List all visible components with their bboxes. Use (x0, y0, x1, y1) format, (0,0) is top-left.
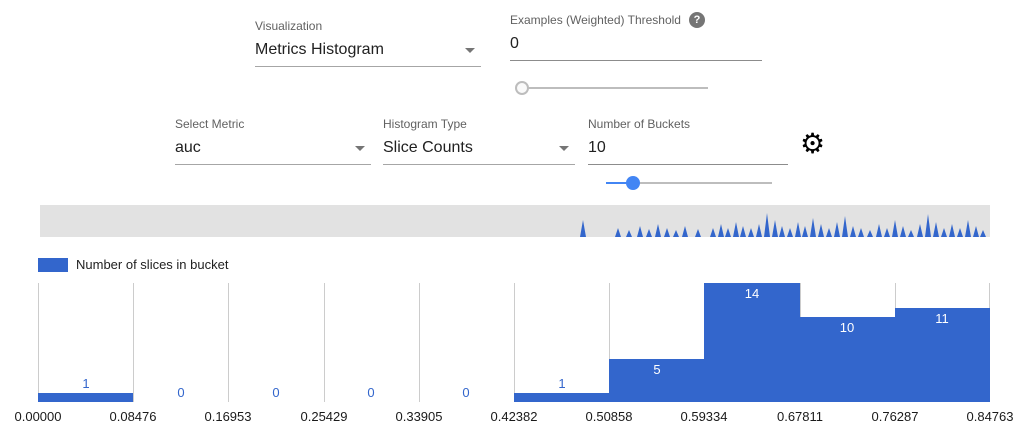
bar-value-label: 14 (744, 286, 760, 301)
buckets-slider[interactable] (606, 175, 772, 191)
gridline (514, 283, 515, 402)
histogram-type-value[interactable]: Slice Counts (383, 139, 473, 156)
legend-swatch (38, 257, 68, 272)
x-tick-label: 0.16953 (204, 409, 252, 424)
chevron-down-icon[interactable] (465, 47, 475, 53)
gridline (324, 283, 325, 402)
gridline (133, 283, 134, 402)
bar-value-label: 0 (367, 385, 375, 400)
num-buckets-field[interactable]: Number of Buckets 10 (588, 116, 788, 165)
bar-value-label: 11 (935, 311, 949, 326)
visualization-value[interactable]: Metrics Histogram (255, 41, 384, 58)
minimap-spikes (580, 213, 986, 237)
bar-segment[interactable] (514, 393, 609, 402)
visualization-dropdown[interactable]: Visualization Metrics Histogram (255, 18, 481, 67)
x-tick-label: 0.50858 (585, 409, 633, 424)
x-tick-label: 0.08476 (109, 409, 157, 424)
gridline (228, 283, 229, 402)
bar-value-label: 0 (177, 385, 185, 400)
x-tick-label: 0.76287 (871, 409, 919, 424)
legend: Number of slices in bucket (38, 257, 228, 272)
histogram-type-label: Histogram Type (383, 117, 467, 131)
bar-value-label: 1 (82, 376, 90, 391)
gridline (419, 283, 420, 402)
bar-segment[interactable] (895, 308, 990, 402)
chevron-down-icon[interactable] (559, 145, 569, 151)
bar-value-label: 0 (462, 385, 470, 400)
slider-track[interactable] (606, 182, 772, 184)
bar-value-label: 10 (839, 320, 855, 335)
select-metric-label: Select Metric (175, 117, 245, 131)
chevron-down-icon[interactable] (355, 145, 365, 151)
x-tick-label: 0.67811 (776, 409, 824, 424)
bar-segment[interactable] (800, 317, 895, 402)
threshold-slider[interactable] (515, 80, 708, 96)
num-buckets-label: Number of Buckets (588, 117, 691, 131)
select-metric-dropdown[interactable]: Select Metric auc (175, 116, 371, 165)
histogram-overview-minimap[interactable] (40, 205, 990, 237)
legend-label: Number of slices in bucket (76, 257, 229, 272)
gridline (38, 283, 39, 402)
x-tick-label: 0.84763 (966, 409, 1014, 424)
gridline (609, 283, 610, 402)
x-tick-label: 0.00000 (14, 409, 62, 424)
x-tick-label: 0.25429 (300, 409, 348, 424)
x-tick-label: 0.59334 (680, 409, 728, 424)
gear-icon[interactable]: ⚙ (800, 128, 826, 159)
x-tick-label: 0.33905 (395, 409, 443, 424)
slider-handle[interactable] (515, 81, 529, 95)
slider-handle[interactable] (625, 176, 640, 190)
bar-segment[interactable] (609, 359, 704, 402)
slider-track[interactable] (522, 87, 708, 89)
bar-segment[interactable] (38, 393, 133, 402)
bar-value-label: 5 (653, 362, 661, 377)
histogram-type-dropdown[interactable]: Histogram Type Slice Counts (383, 116, 575, 165)
bar-value-label: 0 (272, 385, 280, 400)
visualization-label: Visualization (255, 19, 323, 33)
threshold-field[interactable]: Examples (Weighted) Threshold ? 0 (510, 12, 762, 61)
help-icon[interactable]: ? (688, 12, 705, 28)
slider-active-track (606, 182, 633, 184)
select-metric-value[interactable]: auc (175, 139, 201, 156)
histogram-plot[interactable]: 1 0 0 0 0 1 5 14 10 11 (38, 283, 990, 402)
threshold-label: Examples (Weighted) Threshold (510, 13, 681, 27)
threshold-input[interactable]: 0 (510, 35, 519, 52)
num-buckets-input[interactable]: 10 (588, 139, 606, 156)
x-axis: 0.00000 0.08476 0.16953 0.25429 0.33905 0.423… (15, 409, 1014, 425)
bar-value-label: 1 (558, 376, 566, 391)
bar-segment[interactable] (704, 283, 800, 402)
x-tick-label: 0.42382 (490, 409, 538, 424)
